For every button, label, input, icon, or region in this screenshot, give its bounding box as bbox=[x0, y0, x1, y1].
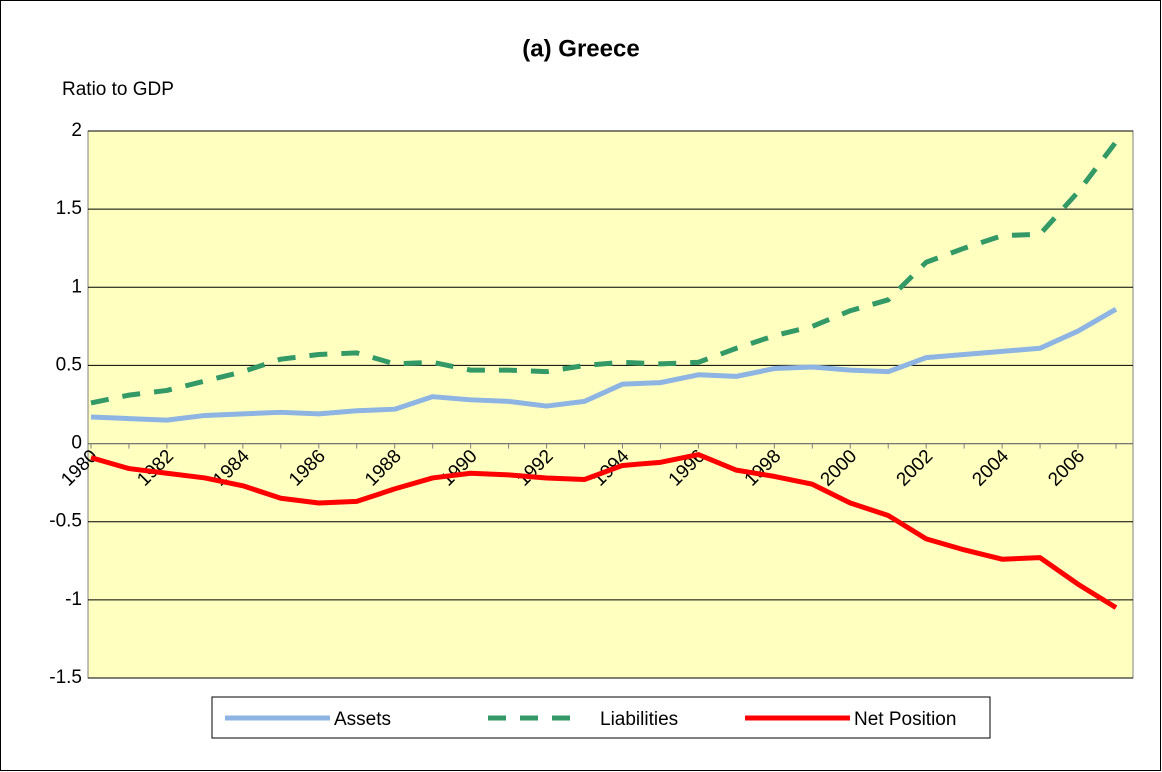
y-tick-label: -1.5 bbox=[49, 667, 82, 688]
chart-title: (a) Greece bbox=[522, 35, 639, 62]
y-tick-label: 0.5 bbox=[56, 354, 82, 375]
series-line bbox=[90, 140, 1118, 406]
y-tick-label: 1.5 bbox=[56, 198, 82, 219]
y-tick-label: -1 bbox=[65, 589, 82, 610]
y-axis-label: Ratio to GDP bbox=[62, 79, 174, 100]
legend-label: Net Position bbox=[854, 709, 956, 730]
legend-label: Liabilities bbox=[600, 709, 678, 730]
series-line bbox=[90, 452, 1118, 610]
legend bbox=[211, 696, 991, 739]
y-tick-label: 2 bbox=[71, 120, 82, 141]
y-tick-label: 0 bbox=[71, 433, 82, 454]
plot-area bbox=[87, 130, 1134, 679]
y-tick-label: 1 bbox=[71, 276, 82, 297]
series-line bbox=[90, 306, 1118, 423]
legend-label: Assets bbox=[334, 709, 391, 730]
y-tick-label: -0.5 bbox=[49, 511, 82, 532]
